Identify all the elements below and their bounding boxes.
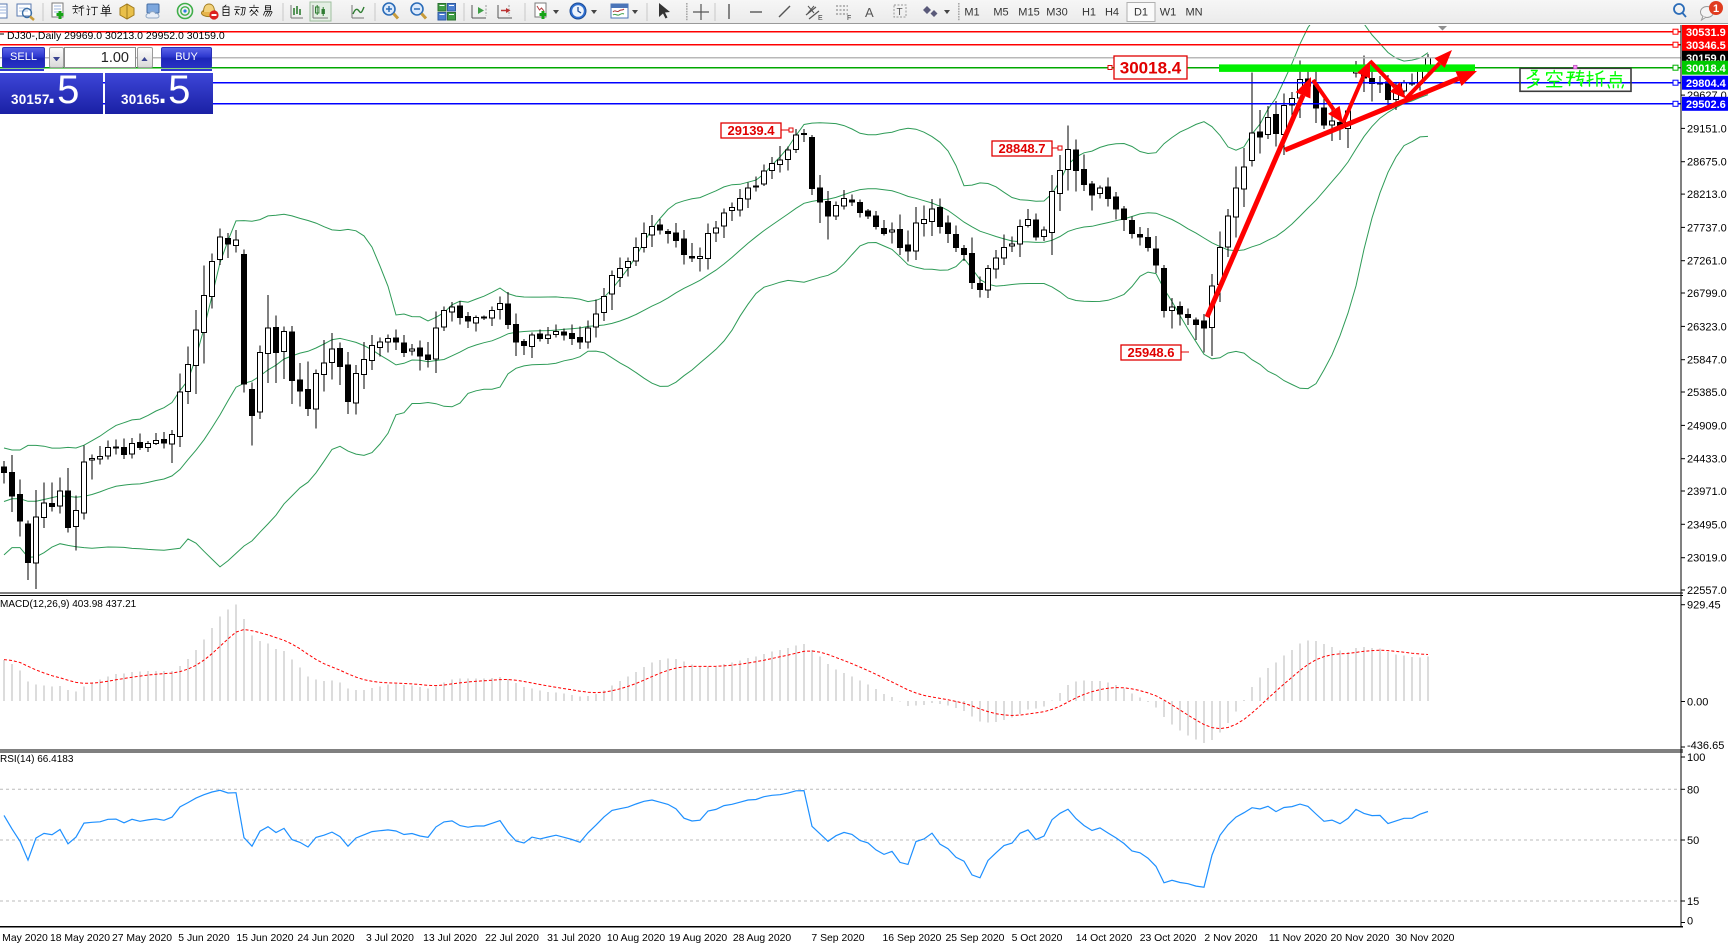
svg-text:31 Jul 2020: 31 Jul 2020 <box>547 933 601 944</box>
svg-text:28213.0: 28213.0 <box>1687 189 1727 201</box>
svg-text:24 Jun 2020: 24 Jun 2020 <box>297 933 354 944</box>
svg-text:H1: H1 <box>1082 7 1096 19</box>
svg-text:30346.5: 30346.5 <box>1686 40 1726 52</box>
svg-text:50: 50 <box>1687 835 1699 847</box>
svg-text:30018.4: 30018.4 <box>1686 63 1727 75</box>
svg-text:MACD(12,26,9) 403.98 437.21: MACD(12,26,9) 403.98 437.21 <box>0 599 137 610</box>
svg-text:2 Nov 2020: 2 Nov 2020 <box>1204 933 1257 944</box>
svg-text:22557.0: 22557.0 <box>1687 585 1727 597</box>
svg-text:30531.9: 30531.9 <box>1686 27 1726 39</box>
svg-text:23 Oct 2020: 23 Oct 2020 <box>1140 933 1197 944</box>
svg-text:3 Jul 2020: 3 Jul 2020 <box>366 933 414 944</box>
svg-text:May 2020: May 2020 <box>2 933 48 944</box>
svg-text:T: T <box>897 7 903 18</box>
svg-text:MN: MN <box>1185 7 1202 19</box>
svg-text:10 Aug 2020: 10 Aug 2020 <box>607 933 666 944</box>
svg-text:24909.0: 24909.0 <box>1687 420 1727 432</box>
svg-text:5 Jun 2020: 5 Jun 2020 <box>178 933 230 944</box>
svg-text:24433.0: 24433.0 <box>1687 454 1727 466</box>
svg-text:20 Nov 2020: 20 Nov 2020 <box>1331 933 1390 944</box>
svg-text:A: A <box>865 5 874 20</box>
svg-text:16 Sep 2020: 16 Sep 2020 <box>883 933 942 944</box>
svg-text:80: 80 <box>1687 784 1699 796</box>
svg-text:19 Aug 2020: 19 Aug 2020 <box>669 933 728 944</box>
svg-text:26799.0: 26799.0 <box>1687 288 1727 300</box>
svg-text:26323.0: 26323.0 <box>1687 321 1727 333</box>
svg-text:28675.0: 28675.0 <box>1687 157 1727 169</box>
svg-text:29804.4: 29804.4 <box>1686 78 1727 90</box>
svg-text:7 Sep 2020: 7 Sep 2020 <box>811 933 864 944</box>
svg-text:27 May 2020: 27 May 2020 <box>112 933 172 944</box>
svg-text:M1: M1 <box>964 7 979 19</box>
svg-text:25948.6: 25948.6 <box>1128 345 1175 360</box>
svg-text:W1: W1 <box>1160 7 1177 19</box>
svg-text:22 Jul 2020: 22 Jul 2020 <box>485 933 539 944</box>
svg-text:11 Nov 2020: 11 Nov 2020 <box>1269 933 1327 944</box>
svg-text:27737.0: 27737.0 <box>1687 222 1727 234</box>
svg-text:5 Oct 2020: 5 Oct 2020 <box>1012 933 1063 944</box>
svg-text:28 Aug 2020: 28 Aug 2020 <box>733 933 792 944</box>
svg-text:18 May 2020: 18 May 2020 <box>50 933 110 944</box>
svg-text:D1: D1 <box>1134 7 1148 19</box>
svg-text:929.45: 929.45 <box>1687 600 1721 612</box>
svg-text:28848.7: 28848.7 <box>999 141 1046 156</box>
svg-text:15: 15 <box>1687 896 1699 908</box>
svg-text:25847.0: 25847.0 <box>1687 355 1727 367</box>
svg-text:29502.6: 29502.6 <box>1686 99 1726 111</box>
svg-text:23495.0: 23495.0 <box>1687 519 1727 531</box>
svg-text:100: 100 <box>1687 752 1705 764</box>
svg-text:M15: M15 <box>1018 7 1039 19</box>
svg-text:0: 0 <box>1687 916 1693 928</box>
svg-text:23971.0: 23971.0 <box>1687 486 1727 498</box>
svg-text:F: F <box>847 15 851 22</box>
svg-text:15 Jun 2020: 15 Jun 2020 <box>236 933 293 944</box>
svg-text:E: E <box>818 15 823 22</box>
svg-text:14 Oct 2020: 14 Oct 2020 <box>1076 933 1133 944</box>
svg-text:29139.4: 29139.4 <box>728 123 776 138</box>
svg-text:23019.0: 23019.0 <box>1687 553 1727 565</box>
svg-text:M30: M30 <box>1046 7 1067 19</box>
svg-text:13 Jul 2020: 13 Jul 2020 <box>423 933 477 944</box>
svg-text:M5: M5 <box>993 7 1008 19</box>
svg-text:25 Sep 2020: 25 Sep 2020 <box>946 933 1005 944</box>
svg-text:-436.65: -436.65 <box>1687 740 1724 752</box>
svg-text:H4: H4 <box>1105 7 1119 19</box>
svg-text:1: 1 <box>1713 3 1719 15</box>
svg-text:27261.0: 27261.0 <box>1687 256 1727 268</box>
svg-text:30 Nov 2020: 30 Nov 2020 <box>1396 933 1455 944</box>
svg-text:25385.0: 25385.0 <box>1687 387 1727 399</box>
svg-text:0.00: 0.00 <box>1687 697 1708 709</box>
svg-text:RSI(14) 66.4183: RSI(14) 66.4183 <box>0 754 74 765</box>
svg-text:30018.4: 30018.4 <box>1120 59 1182 78</box>
svg-text:DJ30-,Daily 29969.0 30213.0 2: DJ30-,Daily 29969.0 30213.0 29952.0 3015… <box>7 30 225 42</box>
svg-text:29151.0: 29151.0 <box>1687 123 1727 135</box>
